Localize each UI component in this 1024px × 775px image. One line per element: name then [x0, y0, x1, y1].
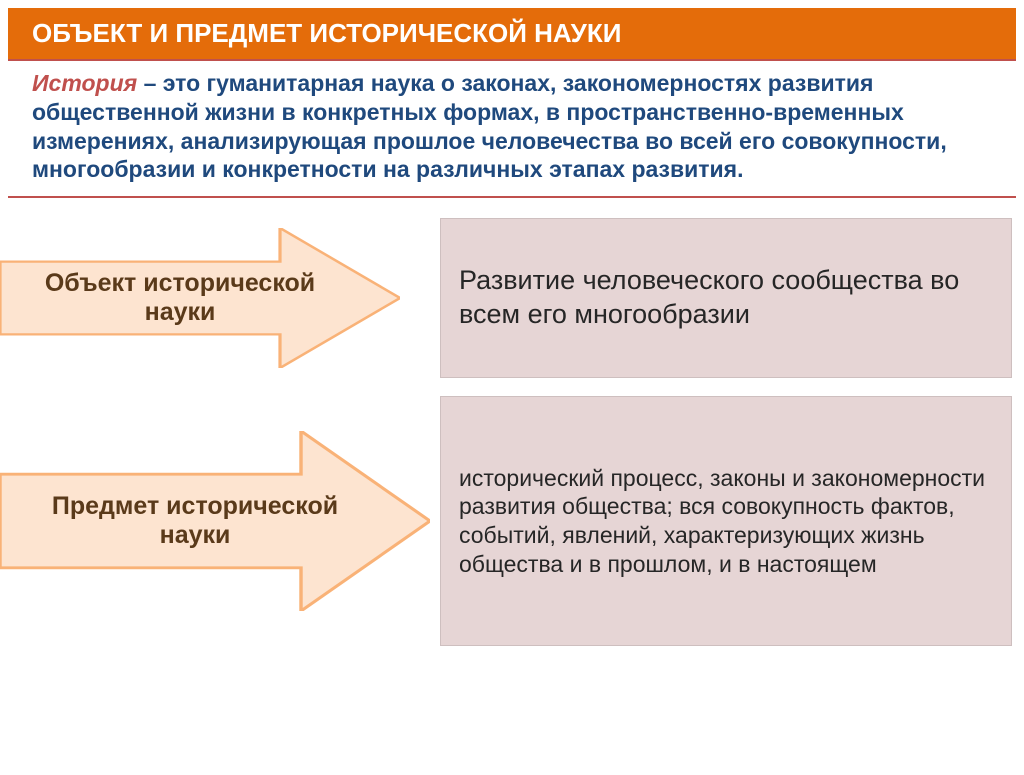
arrow-container: Объект исторической науки [0, 218, 440, 378]
diagram-row: Объект исторической науки Развитие челов… [0, 218, 1024, 378]
description-text: исторический процесс, законы и закономер… [459, 464, 993, 579]
arrow-shape: Объект исторической науки [0, 228, 400, 368]
definition-text: История – это гуманитарная наука о закон… [32, 69, 992, 184]
slide-title-bar: ОБЪЕКТ И ПРЕДМЕТ ИСТОРИЧЕСКОЙ НАУКИ [8, 8, 1016, 59]
arrow-label: Предмет исторической науки [0, 492, 430, 550]
arrow-shape: Предмет исторической науки [0, 431, 430, 611]
description-text: Развитие человеческого сообщества во все… [459, 264, 993, 332]
diagram-rows: Объект исторической науки Развитие челов… [0, 218, 1024, 646]
description-box: исторический процесс, законы и закономер… [440, 396, 1012, 646]
definition-term: История [32, 70, 137, 96]
description-box: Развитие человеческого сообщества во все… [440, 218, 1012, 378]
definition-body: – это гуманитарная наука о законах, зако… [32, 70, 947, 182]
arrow-label: Объект исторической науки [0, 269, 400, 327]
definition-box: История – это гуманитарная наука о закон… [8, 59, 1016, 198]
slide-title: ОБЪЕКТ И ПРЕДМЕТ ИСТОРИЧЕСКОЙ НАУКИ [32, 18, 992, 49]
diagram-row: Предмет исторической науки исторический … [0, 396, 1024, 646]
arrow-container: Предмет исторической науки [0, 396, 440, 646]
